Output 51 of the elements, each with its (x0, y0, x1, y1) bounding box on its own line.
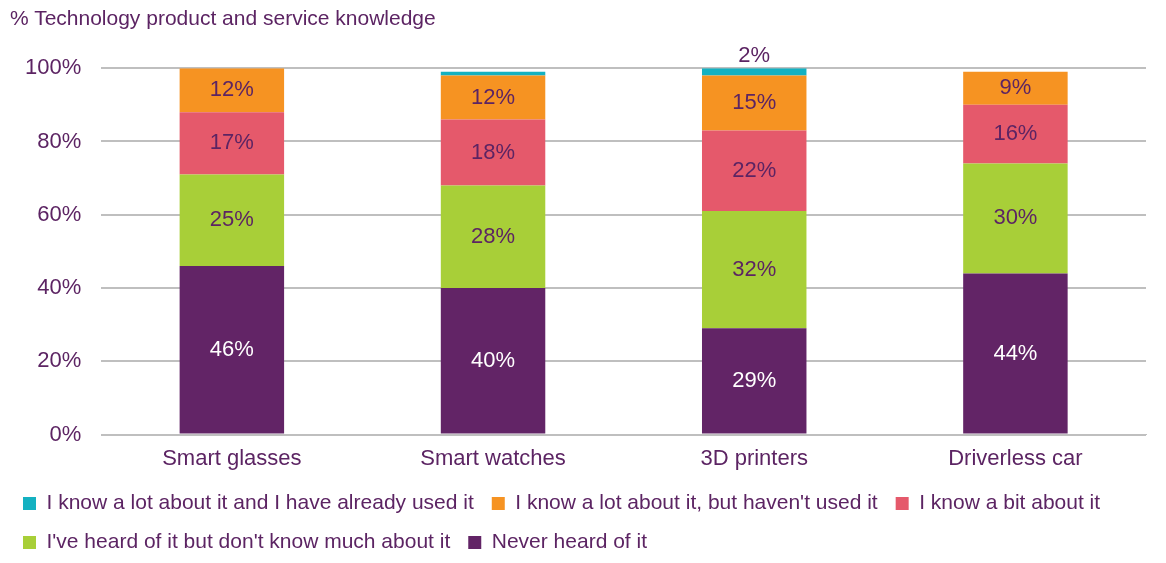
legend-label: I know a bit about it (919, 490, 1101, 514)
x-tick-label: Smart watches (420, 444, 566, 470)
bar (440, 185, 546, 289)
data-label: 9% (999, 74, 1032, 100)
y-tick-label: 0% (49, 420, 82, 446)
y-tick-label: 100% (24, 54, 82, 80)
bar (440, 288, 546, 434)
bar (701, 130, 807, 212)
bar (701, 75, 807, 131)
data-label: 12% (471, 83, 516, 109)
y-tick-label: 80% (37, 127, 82, 153)
x-tick-label: 3D printers (700, 444, 809, 470)
bar (963, 104, 1068, 164)
legend-label: I know a lot about it and I have already used it (46, 490, 474, 514)
x-tick-label: Driverless car (948, 444, 1083, 470)
bar (963, 163, 1068, 274)
y-tick-label: 60% (37, 200, 82, 226)
bar (963, 71, 1068, 105)
legend-label: I know a lot about it, but haven't used it (515, 490, 878, 514)
data-label: 32% (732, 255, 777, 281)
bar (440, 71, 546, 76)
legend-label: I've heard of it but don't know much about it (46, 529, 451, 553)
bar (701, 68, 807, 76)
bar (701, 211, 807, 329)
chart-title: % Technology product and service knowledge (10, 6, 436, 30)
data-label: 25% (209, 206, 254, 232)
y-tick-label: 40% (37, 274, 82, 300)
data-label: 28% (471, 222, 516, 248)
bar (440, 119, 546, 186)
bar (701, 328, 807, 434)
data-label: 46% (209, 335, 254, 361)
y-tick-label: 20% (37, 347, 82, 373)
data-label: 22% (732, 156, 777, 182)
data-label: 17% (209, 129, 254, 155)
bar (440, 75, 546, 120)
bar (179, 112, 285, 175)
data-label: 15% (732, 89, 777, 115)
data-label: 2% (738, 42, 771, 68)
legend-label: Never heard of it (491, 529, 648, 553)
bar (179, 68, 285, 113)
data-label: 16% (993, 120, 1038, 146)
data-label: 44% (993, 339, 1038, 365)
bar (179, 266, 285, 434)
bar (963, 273, 1068, 434)
data-label: 30% (993, 204, 1038, 230)
x-tick-label: Smart glasses (162, 444, 302, 470)
data-label: 29% (732, 367, 777, 393)
data-label: 40% (471, 346, 516, 372)
data-label: 12% (209, 76, 254, 102)
bar (179, 174, 285, 267)
data-label: 18% (471, 138, 516, 164)
